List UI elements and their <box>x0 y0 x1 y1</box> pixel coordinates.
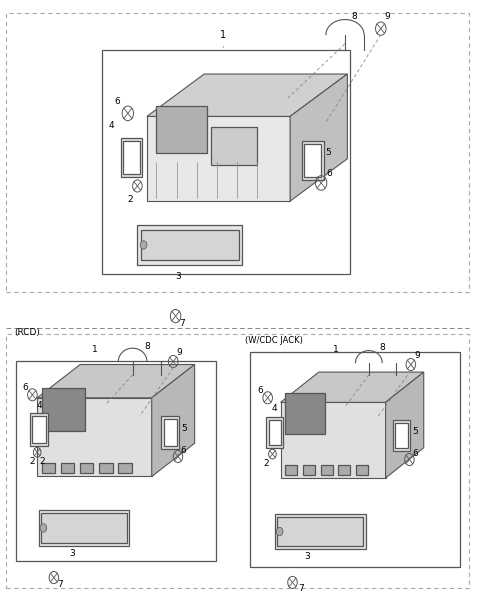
Bar <box>156 106 206 153</box>
Bar <box>120 137 142 177</box>
Text: 4: 4 <box>37 401 42 410</box>
Text: 5: 5 <box>412 427 418 435</box>
Bar <box>6 334 469 589</box>
Text: 7: 7 <box>298 584 303 593</box>
Text: 9: 9 <box>384 12 390 21</box>
Text: 6: 6 <box>412 449 418 458</box>
Bar <box>102 50 350 274</box>
Bar <box>285 393 325 434</box>
Bar <box>277 517 363 546</box>
Text: 3: 3 <box>175 272 181 282</box>
Polygon shape <box>37 398 152 477</box>
Text: 4: 4 <box>272 404 277 413</box>
Polygon shape <box>281 372 424 402</box>
Text: (RCD): (RCD) <box>15 328 41 337</box>
Text: 6: 6 <box>114 97 120 106</box>
Bar <box>269 420 281 445</box>
Bar <box>118 463 132 474</box>
Bar <box>164 419 177 446</box>
Bar <box>285 465 297 475</box>
Text: 6: 6 <box>258 386 264 395</box>
Bar <box>80 463 94 474</box>
Bar <box>338 465 350 475</box>
Bar <box>33 416 46 443</box>
Bar <box>42 388 85 431</box>
Bar <box>393 420 410 451</box>
Bar <box>99 463 113 474</box>
Polygon shape <box>290 74 348 201</box>
Bar <box>395 423 408 448</box>
Polygon shape <box>281 402 385 478</box>
Text: 8: 8 <box>352 12 358 21</box>
Circle shape <box>40 523 47 532</box>
Text: 2: 2 <box>39 457 45 466</box>
Text: 1: 1 <box>220 30 227 40</box>
Text: 9: 9 <box>414 351 420 360</box>
Bar <box>266 416 283 448</box>
Bar <box>275 514 365 549</box>
Bar <box>211 126 257 165</box>
Text: 5: 5 <box>181 424 187 432</box>
Bar <box>302 140 324 180</box>
Bar <box>61 463 74 474</box>
Bar <box>6 13 469 292</box>
Text: 2: 2 <box>264 458 269 468</box>
Bar <box>16 362 216 561</box>
Polygon shape <box>152 365 195 477</box>
Text: (W/CDC JACK): (W/CDC JACK) <box>245 336 303 345</box>
Text: 3: 3 <box>69 549 75 558</box>
Text: 2: 2 <box>127 195 133 204</box>
Bar <box>41 513 127 543</box>
Circle shape <box>276 527 283 536</box>
Text: 8: 8 <box>379 343 385 352</box>
Text: 9: 9 <box>177 348 182 357</box>
Polygon shape <box>385 372 424 478</box>
Circle shape <box>140 241 147 249</box>
Bar <box>304 143 321 177</box>
Bar <box>250 353 459 567</box>
Bar <box>42 463 55 474</box>
Text: 3: 3 <box>304 553 310 561</box>
Text: 6: 6 <box>327 170 333 178</box>
Bar <box>141 230 239 260</box>
Polygon shape <box>147 74 348 116</box>
Bar <box>161 416 180 449</box>
Bar <box>303 465 315 475</box>
Bar <box>356 465 368 475</box>
Bar <box>30 413 48 446</box>
Text: 2: 2 <box>30 457 35 466</box>
Text: 4: 4 <box>108 121 114 130</box>
Text: 7: 7 <box>179 319 185 328</box>
Bar <box>38 510 129 546</box>
Polygon shape <box>147 116 290 201</box>
Bar <box>123 140 140 174</box>
Text: 6: 6 <box>23 383 28 392</box>
Text: 6: 6 <box>181 446 187 455</box>
Polygon shape <box>37 365 195 398</box>
Text: 8: 8 <box>144 342 150 351</box>
Text: 1: 1 <box>333 345 338 354</box>
Bar <box>137 226 242 264</box>
Bar <box>321 465 333 475</box>
Text: 5: 5 <box>325 148 331 157</box>
Text: 1: 1 <box>92 345 97 354</box>
Text: 7: 7 <box>57 579 62 589</box>
